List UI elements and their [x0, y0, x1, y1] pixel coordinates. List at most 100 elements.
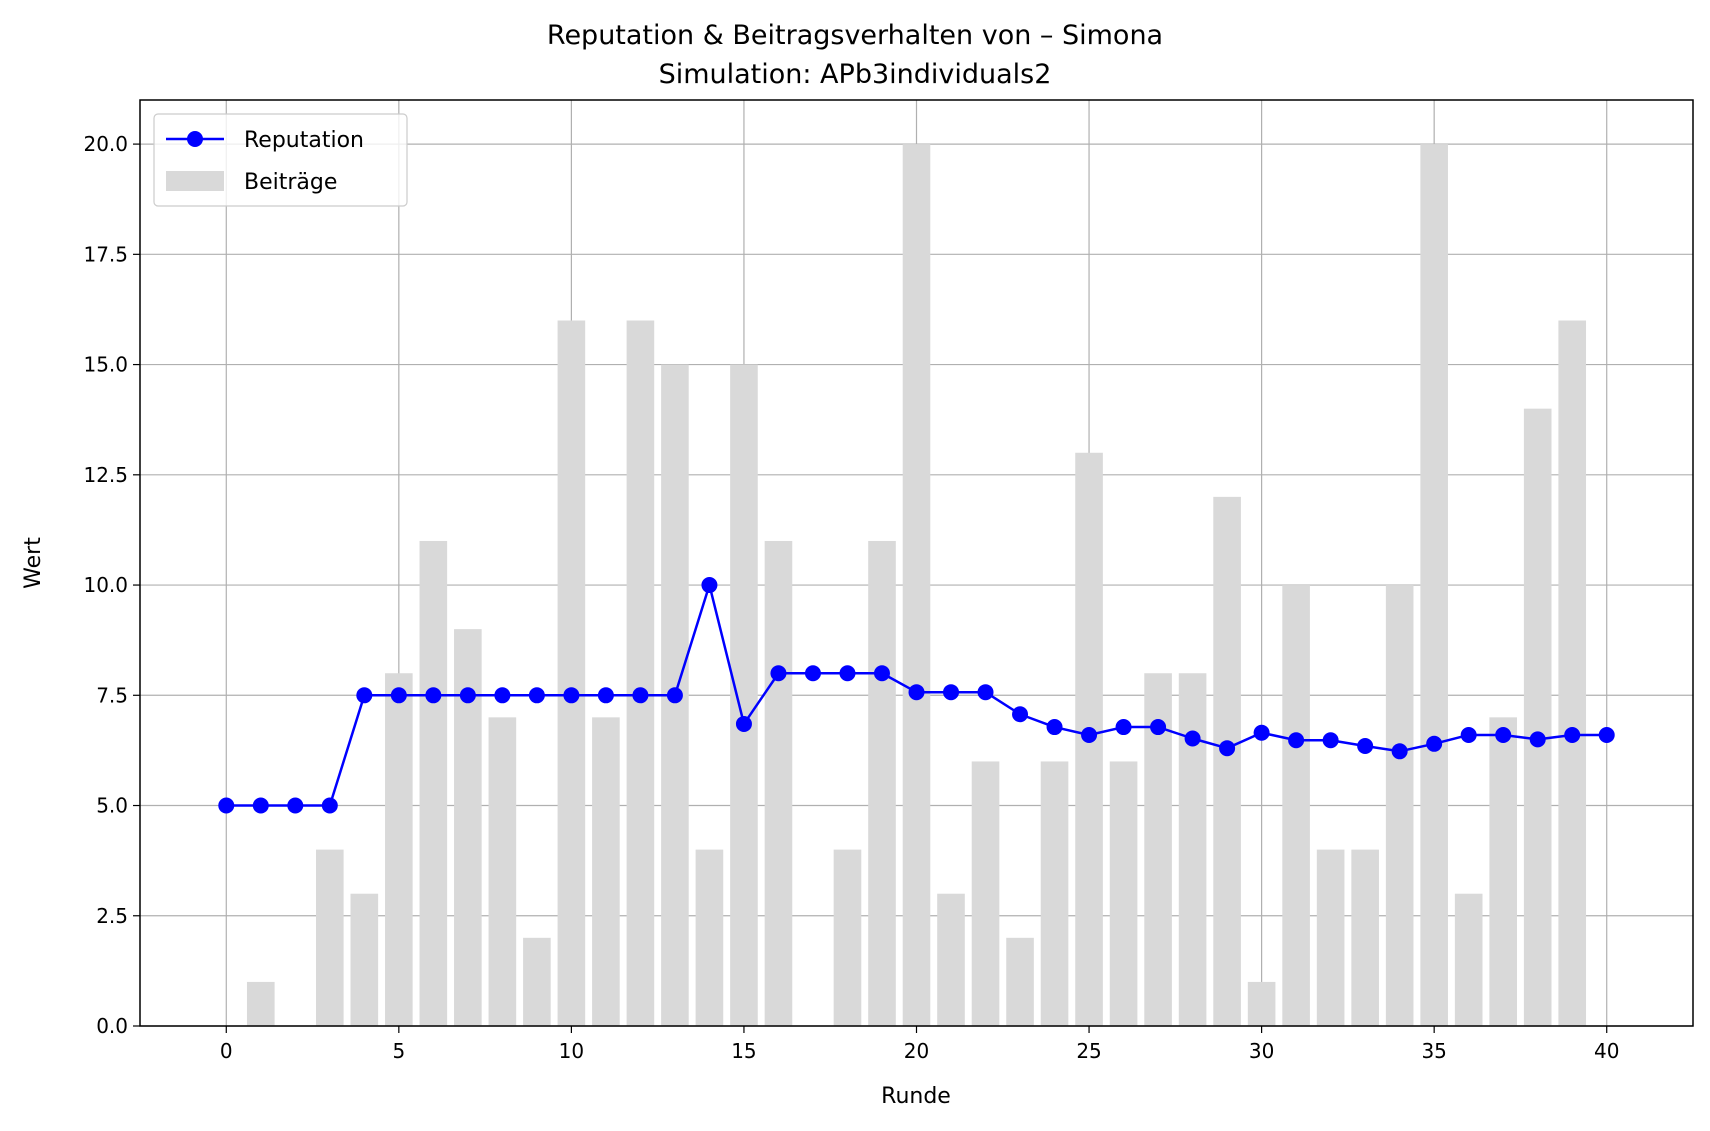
legend-marker-swatch	[187, 131, 203, 147]
bar-15	[730, 364, 758, 1027]
bar-10	[557, 320, 586, 1026]
reputation-point-12	[632, 687, 649, 704]
reputation-point-40	[1598, 726, 1615, 743]
x-tick-label-3: 15	[731, 1039, 756, 1063]
reputation-point-16	[770, 665, 787, 682]
reputation-point-35	[1426, 735, 1443, 752]
reputation-point-21	[943, 684, 960, 701]
reputation-point-30	[1253, 724, 1270, 741]
reputation-point-39	[1564, 726, 1581, 743]
y-tick-label-5: 12.5	[83, 463, 128, 487]
bar-19	[868, 540, 896, 1026]
x-tick-label-1: 5	[392, 1039, 405, 1063]
reputation-point-27	[1150, 719, 1167, 736]
reputation-point-9	[528, 687, 545, 704]
reputation-point-0	[218, 797, 235, 814]
reputation-point-24	[1046, 719, 1063, 736]
y-tick-label-8: 20.0	[83, 132, 128, 156]
y-tick-label-2: 5.0	[96, 794, 128, 818]
y-tick-label-1: 2.5	[96, 904, 128, 928]
bar-series	[246, 144, 1587, 1027]
line-series	[218, 577, 1615, 814]
x-tick-label-6: 30	[1249, 1039, 1274, 1063]
y-tick-label-6: 15.0	[83, 353, 128, 377]
bar-1	[246, 981, 275, 1026]
reputation-point-14	[701, 577, 718, 594]
bar-37	[1489, 717, 1517, 1026]
reputation-point-28	[1184, 730, 1201, 747]
reputation-point-17	[804, 665, 821, 682]
bar-21	[937, 893, 965, 1026]
reputation-point-20	[908, 684, 925, 701]
reputation-point-29	[1219, 740, 1236, 757]
reputation-point-37	[1495, 726, 1512, 743]
bar-34	[1385, 585, 1414, 1026]
legend: Reputation Beiträge	[153, 113, 408, 207]
legend-label-reputation: Reputation	[244, 128, 364, 153]
bar-4	[350, 893, 379, 1026]
bar-9	[523, 937, 551, 1026]
reputation-point-4	[356, 687, 373, 704]
reputation-point-36	[1460, 726, 1477, 743]
x-tick-label-5: 25	[1076, 1039, 1101, 1063]
reputation-point-31	[1288, 732, 1305, 749]
bar-28	[1178, 673, 1207, 1026]
reputation-point-34	[1391, 743, 1408, 760]
x-tick-label-7: 35	[1421, 1039, 1446, 1063]
reputation-point-33	[1357, 737, 1374, 754]
legend-bar-swatch	[166, 171, 224, 191]
bar-31	[1282, 585, 1310, 1026]
bar-14	[695, 849, 724, 1026]
reputation-point-22	[977, 684, 994, 701]
reputation-point-3	[321, 797, 338, 814]
bar-23	[1006, 937, 1034, 1026]
y-tick-label-7: 17.5	[83, 242, 128, 266]
reputation-point-10	[563, 687, 580, 704]
bar-20	[902, 144, 931, 1027]
reputation-point-13	[666, 687, 683, 704]
bar-33	[1351, 849, 1379, 1026]
x-axis-label: Runde	[881, 1084, 951, 1109]
bar-5	[385, 673, 413, 1026]
chart-title: Reputation & Beitragsverhalten von – Sim…	[547, 20, 1163, 51]
y-tick-label-4: 10.0	[83, 573, 128, 597]
reputation-point-8	[494, 687, 511, 704]
bar-18	[833, 849, 862, 1026]
bar-39	[1558, 320, 1587, 1026]
legend-label-beitraege: Beiträge	[244, 170, 337, 195]
reputation-point-11	[597, 687, 614, 704]
reputation-point-32	[1322, 732, 1339, 749]
bar-6	[419, 540, 448, 1026]
y-tick-label-0: 0.0	[96, 1014, 128, 1038]
x-tick-label-8: 40	[1594, 1039, 1619, 1063]
bar-29	[1213, 496, 1241, 1026]
x-axis: 0 5 10 15 20 25 30 35 40	[220, 1026, 1619, 1063]
bar-26	[1109, 761, 1138, 1026]
reputation-point-2	[287, 797, 304, 814]
bar-36	[1454, 893, 1483, 1026]
bar-12	[626, 320, 655, 1026]
bar-38	[1523, 408, 1552, 1027]
bar-35	[1420, 144, 1448, 1027]
bar-11	[592, 717, 620, 1026]
bar-22	[971, 761, 1000, 1026]
bar-3	[316, 849, 344, 1026]
reputation-point-38	[1529, 731, 1546, 748]
x-tick-label-0: 0	[220, 1039, 233, 1063]
bar-16	[764, 540, 793, 1026]
chart-subtitle: Simulation: APb3individuals2	[659, 59, 1052, 90]
y-axis: 0.0 2.5 5.0 7.5 10.0 12.5 15.0 17.5 20.0	[83, 132, 140, 1038]
reputation-point-1	[252, 797, 269, 814]
reputation-point-7	[459, 687, 476, 704]
reputation-point-5	[390, 687, 407, 704]
bar-30	[1247, 981, 1276, 1026]
reputation-point-19	[873, 665, 890, 682]
x-tick-label-2: 10	[559, 1039, 584, 1063]
reputation-point-23	[1012, 706, 1029, 723]
reputation-point-15	[735, 715, 752, 732]
reputation-point-6	[425, 687, 442, 704]
bar-32	[1316, 849, 1345, 1026]
reputation-point-25	[1081, 726, 1098, 743]
bar-8	[488, 717, 517, 1026]
